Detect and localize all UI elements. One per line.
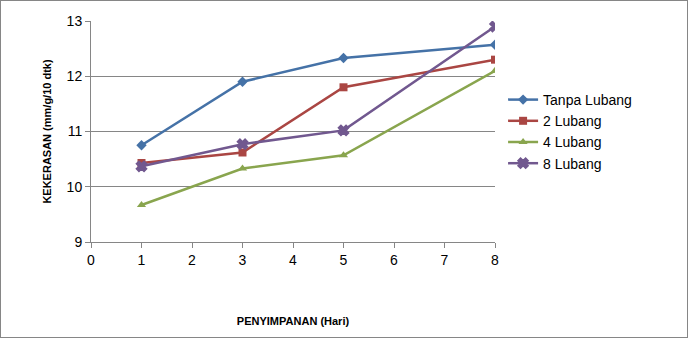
svg-text:6: 6: [390, 252, 398, 268]
svg-text:4 Lubang: 4 Lubang: [543, 134, 601, 150]
svg-text:3: 3: [239, 252, 247, 268]
svg-text:4: 4: [289, 252, 297, 268]
svg-text:PENYIMPANAN (Hari): PENYIMPANAN (Hari): [237, 315, 350, 327]
svg-text:11: 11: [68, 123, 83, 139]
svg-text:2: 2: [188, 252, 196, 268]
svg-text:5: 5: [340, 252, 348, 268]
svg-text:8 Lubang: 8 Lubang: [543, 156, 601, 172]
svg-text:0: 0: [87, 252, 95, 268]
svg-text:KEKERASAN (mm/g/10 dtk): KEKERASAN (mm/g/10 dtk): [41, 59, 53, 204]
svg-text:Tanpa Lubang: Tanpa Lubang: [543, 92, 632, 108]
svg-text:13: 13: [67, 13, 83, 29]
svg-text:2 Lubang: 2 Lubang: [543, 113, 601, 129]
svg-text:1: 1: [138, 252, 146, 268]
svg-text:9: 9: [74, 234, 82, 250]
svg-text:10: 10: [67, 179, 83, 195]
svg-text:12: 12: [67, 68, 83, 84]
svg-text:7: 7: [441, 252, 449, 268]
svg-text:8: 8: [491, 252, 499, 268]
